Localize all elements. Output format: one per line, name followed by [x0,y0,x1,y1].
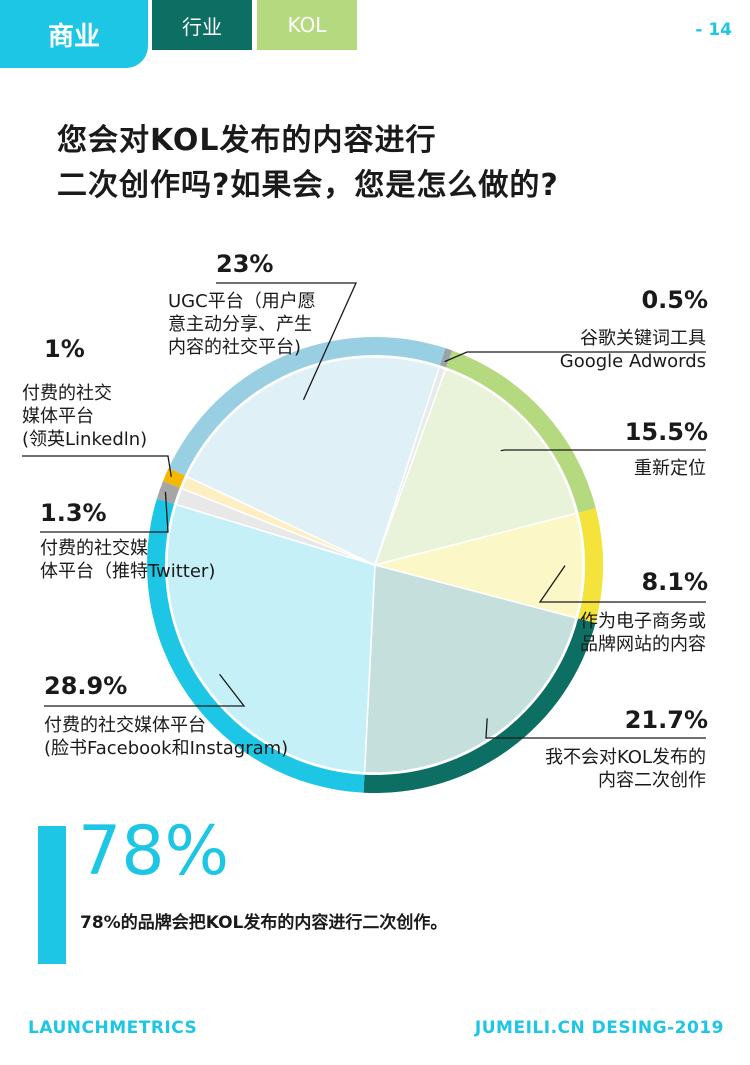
pie-slice-ecommerce [372,512,584,619]
footer-brand: LAUNCHMETRICS [28,1018,198,1038]
slice-label-ecommerce: 作为电子商务或 品牌网站的内容 [580,611,706,655]
slice-label-twitter: 付费的社交媒 体平台（推特Twitter) [40,538,216,582]
slice-value-no-reuse: 21.7% [624,706,708,734]
footer-credit: JUMEILI.CN DESING-2019 [474,1018,724,1038]
slice-label-linkedin: 付费的社交 媒体平台 (领英Linkedln) [22,383,148,450]
highlight-caption: 78%的品牌会把KOL发布的内容进行二次创作。 [80,913,448,933]
leader-line-no-reuse [485,718,706,739]
pie-ring-ugc [168,337,446,476]
slice-label-adwords: 谷歌关键词工具 Google Adwords [559,328,706,372]
pie-slice-facebook [166,503,376,774]
pie-slice-retargeting [373,368,578,567]
tab-industry[interactable]: 行业 [152,0,252,50]
slice-value-retargeting: 15.5% [624,418,708,446]
leader-line-facebook [44,673,246,707]
slice-label-no-reuse: 我不会对KOL发布的 内容二次创作 [544,747,706,791]
highlight-big-number: 78% [78,812,230,891]
leader-line-ecommerce [538,565,706,603]
pie-ring-adwords [439,348,453,368]
pie-ring-no-reuse [363,618,596,794]
pie-ring-twitter [156,481,180,504]
leader-line-twitter [40,491,169,533]
slice-value-linkedin: 1% [44,335,85,363]
title-line-2: 二次创作吗?如果会，您是怎么做的? [57,168,559,203]
slice-label-ugc: UGC平台（用户愿 意主动分享、产生 内容的社交平台) [168,291,316,358]
slice-label-facebook: 付费的社交媒体平台 (脸书Facebook和Instagram) [44,715,289,759]
slice-value-ecommerce: 8.1% [641,568,708,596]
slice-label-retargeting: 重新定位 [634,458,706,479]
pie-ring-retargeting [446,350,596,513]
pie-ring-linkedin [163,467,185,488]
title-line-1: 您会对KOL发布的内容进行 [57,123,437,158]
pie-slice-ugc [185,356,441,567]
pie-ring-ecommerce [578,508,603,624]
tab-business[interactable]: 商业 [0,0,148,68]
highlight-accent-bar [38,826,66,964]
leader-line-linkedin [22,455,172,477]
slice-value-twitter: 1.3% [40,499,107,527]
leader-line-adwords [444,351,706,363]
page-number: - 14 [695,20,732,40]
slice-value-ugc: 23% [216,250,274,278]
slice-value-facebook: 28.9% [44,672,128,700]
leader-line-ugc [216,282,358,401]
leader-line-retargeting [500,449,706,452]
slice-value-adwords: 0.5% [641,286,708,314]
pie-slice-no-reuse [363,564,578,774]
chart-title: 您会对KOL发布的内容进行 二次创作吗?如果会，您是怎么做的? [57,118,697,208]
tab-kol[interactable]: KOL [257,0,357,50]
